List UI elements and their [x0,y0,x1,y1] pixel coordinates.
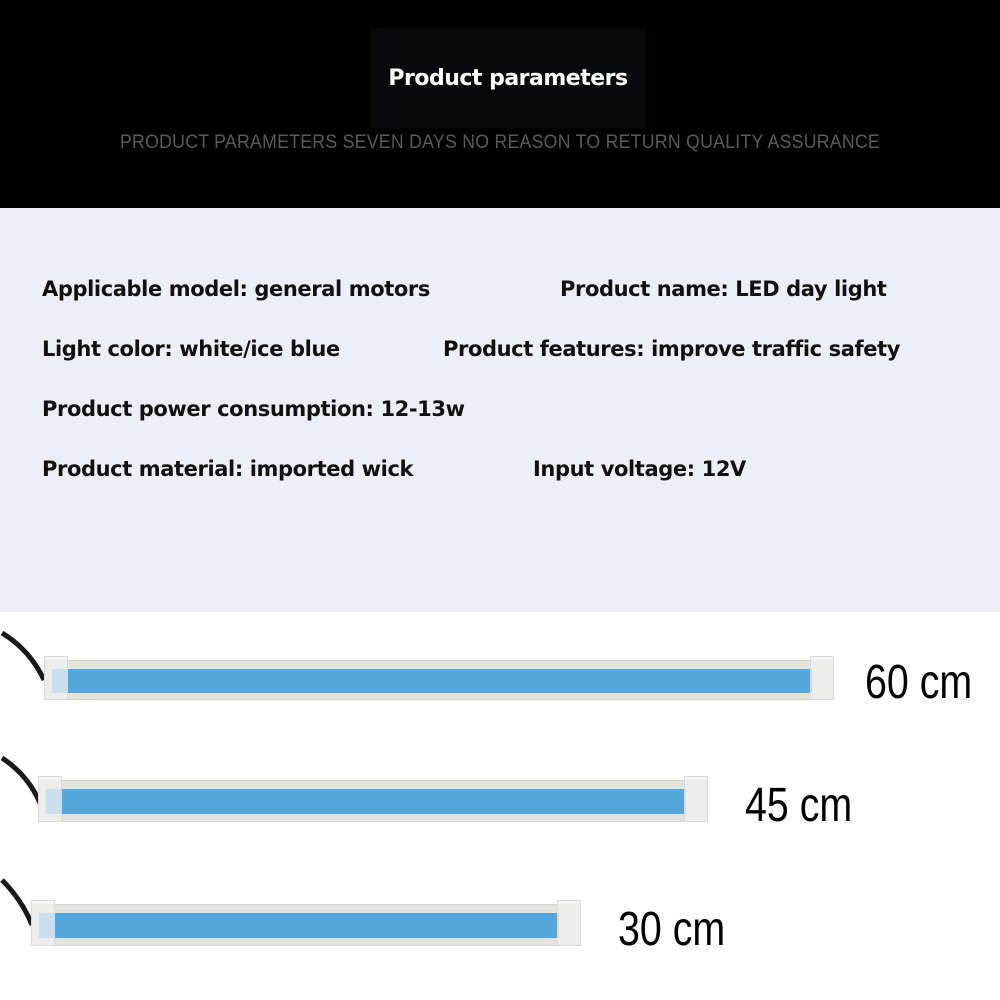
param-input-voltage: Input voltage: 12V [533,457,746,481]
wire-60 [0,630,47,682]
param-applicable-model: Applicable model: general motors [42,277,430,301]
wire-30 [0,878,35,926]
parameters-section: Applicable model: general motors Product… [0,208,1000,612]
wire-45 [0,755,43,805]
length-label-45: 45 cm [745,779,853,832]
param-product-name: Product name: LED day light [560,277,887,301]
title-box: Product parameters [370,28,646,128]
param-power-consumption: Product power consumption: 12-13w [42,397,465,421]
led-strip-30cm [31,900,581,946]
param-light-color: Light color: white/ice blue [42,337,340,361]
subtitle: PRODUCT PARAMETERS SEVEN DAYS NO REASON … [119,132,881,153]
header-banner: Product parameters PRODUCT PARAMETERS SE… [0,0,1000,208]
param-material: Product material: imported wick [42,457,414,481]
led-strip-45cm [38,776,708,822]
page-title: Product parameters [388,65,628,91]
length-label-30: 30 cm [618,903,726,956]
length-label-60: 60 cm [865,656,973,709]
param-product-features: Product features: improve traffic safety [443,337,901,361]
led-strip-60cm [44,656,834,700]
